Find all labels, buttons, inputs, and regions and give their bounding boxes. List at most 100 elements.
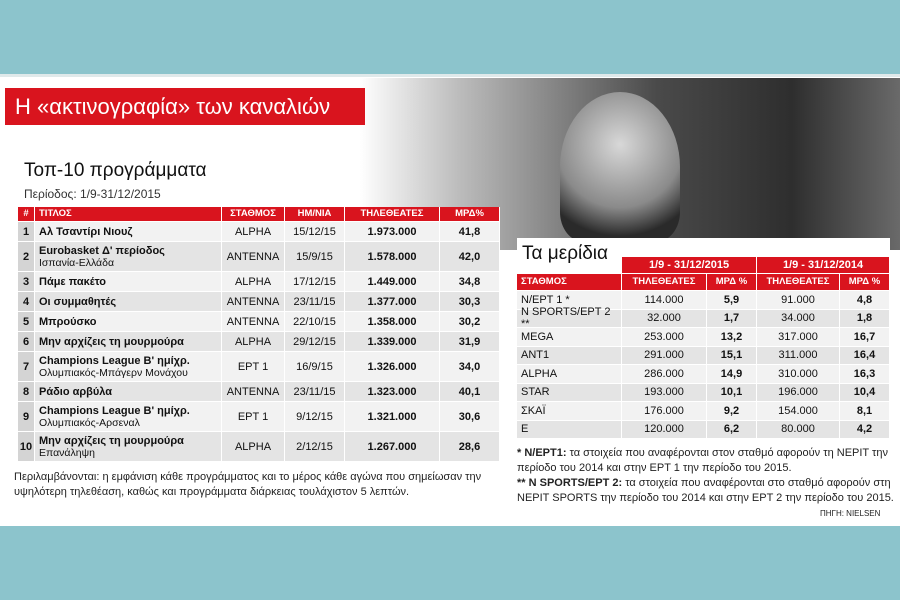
viewers: 1.323.000 (367, 385, 417, 398)
table-header-cell: ΤΗΛΕΘΕΑΤΕΣ (345, 207, 440, 222)
table-cell: 29/12/15 (285, 332, 345, 352)
table-cell: 10,1 (707, 383, 757, 402)
table-cell: Champions League Β' ημίχρ. Ολυμπιακός-Μπά… (35, 352, 222, 382)
value: 196.000 (778, 386, 818, 399)
viewers: 1.578.000 (367, 250, 417, 263)
column-label: ΤΗΛΕΘΕΑΤΕΣ (766, 276, 830, 287)
shares-title: Τα μερίδια (522, 243, 609, 264)
table-cell: 176.000 (622, 402, 707, 421)
rank: 4 (22, 295, 30, 308)
title: Champions League Β' ημίχρ. (39, 354, 190, 367)
subtitle: Επανάληψη (39, 446, 95, 459)
table-cell: Οι συμμαθητές (35, 292, 222, 312)
share: 30,3 (458, 295, 481, 308)
station: ANTENNA (226, 315, 280, 328)
table-cell: ANTENNA (222, 312, 285, 332)
date: 2/12/15 (296, 440, 333, 453)
column-label: ΤΙΤΛΟΣ (39, 208, 72, 219)
table-cell: 3 (18, 272, 35, 292)
table-cell: 41,8 (440, 222, 500, 242)
table-cell: 28,6 (440, 432, 500, 462)
viewers: 1.326.000 (367, 360, 417, 373)
date: 15/12/15 (293, 225, 336, 238)
table-cell: 193.000 (622, 383, 707, 402)
table-cell: 8,1 (840, 402, 890, 421)
rank: 8 (22, 385, 30, 398)
date: 22/10/15 (293, 315, 336, 328)
station: ANT1 (521, 349, 550, 362)
station: ΣΚΑΪ (521, 404, 546, 417)
column-label: ΤΗΛΕΘΕΑΤΕΣ (360, 208, 424, 219)
table-cell: 17/12/15 (285, 272, 345, 292)
date: 16/9/15 (296, 360, 333, 373)
table-cell: 1.321.000 (345, 402, 440, 432)
rank: 6 (22, 335, 30, 348)
table-cell: ANT1 (517, 346, 622, 365)
station: E (521, 423, 529, 436)
value: 32.000 (647, 312, 681, 325)
column-label: ΜΡΔ% (455, 208, 484, 219)
share: 40,1 (458, 385, 481, 398)
station: ANTENNA (226, 385, 280, 398)
table-cell: 1 (18, 222, 35, 242)
table-header-cell: ΣΤΑΘΜΟΣ (517, 274, 622, 291)
shares-notes: * Ν/ΕΡΤ1: τα στοιχεία που αναφέρονται στ… (517, 446, 897, 506)
table-header-cell: # (18, 207, 35, 222)
table-cell: 9 (18, 402, 35, 432)
table-cell: 120.000 (622, 420, 707, 439)
value: 34.000 (781, 312, 815, 325)
top10-header-bg (18, 150, 348, 205)
table-cell: E (517, 420, 622, 439)
share: 42,0 (458, 250, 481, 263)
table-header-cell: ΗΜ/ΝΙΑ (285, 207, 345, 222)
value: 80.000 (781, 423, 815, 436)
headline: Η «ακτινογραφία» των καναλιών (5, 88, 365, 125)
column-label: ΗΜ/ΝΙΑ (297, 208, 332, 219)
table-cell: ΣΚΑΪ (517, 402, 622, 421)
table-cell: 15/9/15 (285, 242, 345, 272)
note-text: τα στοιχεία που αναφέρονται στον σταθμό … (517, 447, 888, 474)
viewers: 1.358.000 (367, 315, 417, 328)
date: 23/11/15 (293, 295, 336, 308)
value: 8,1 (856, 404, 873, 417)
table-cell: ALPHA (517, 365, 622, 384)
column-label: # (23, 208, 29, 219)
value: 6,2 (723, 423, 740, 436)
rank: 3 (22, 275, 30, 288)
rank: 9 (22, 410, 30, 423)
value: 13,2 (720, 330, 743, 343)
title: Μην αρχίζεις τη μουρμούρα (39, 335, 184, 348)
table-cell: 286.000 (622, 365, 707, 384)
table-cell: 13,2 (707, 328, 757, 347)
table-cell: 1.973.000 (345, 222, 440, 242)
table-cell: 30,3 (440, 292, 500, 312)
table-cell: 80.000 (757, 420, 840, 439)
table-cell: ALPHA (222, 272, 285, 292)
table-cell: STAR (517, 383, 622, 402)
table-cell: 15,1 (707, 346, 757, 365)
date: 9/12/15 (296, 410, 333, 423)
column-label: ΣΤΑΘΜΟΣ (521, 276, 567, 287)
title: Μπρούσκο (39, 315, 97, 328)
table-header-cell: ΤΗΛΕΘΕΑΤΕΣ (622, 274, 707, 291)
table-cell: 4,2 (840, 420, 890, 439)
share: 30,6 (458, 410, 481, 423)
table-cell: 23/11/15 (285, 292, 345, 312)
table-cell: 9,2 (707, 402, 757, 421)
subtitle: Ολυμπιακός-Μπάγερν Μονάχου (39, 366, 188, 379)
table-cell: 1,8 (840, 309, 890, 328)
table-cell: ANTENNA (222, 292, 285, 312)
station: ΕΡΤ 1 (237, 360, 269, 373)
station: ALPHA (234, 440, 272, 453)
viewers: 1.449.000 (367, 275, 417, 288)
table-cell: 2/12/15 (285, 432, 345, 462)
station: Ν/ΕΡΤ 1 * (521, 293, 570, 306)
value: 1,8 (856, 312, 873, 325)
date: 29/12/15 (293, 335, 336, 348)
table-cell: 40,1 (440, 382, 500, 402)
table-cell: 16/9/15 (285, 352, 345, 382)
period-label: 1/9 - 31/12/2014 (782, 259, 864, 271)
table-cell: 10,4 (840, 383, 890, 402)
table-cell: 114.000 (622, 291, 707, 310)
